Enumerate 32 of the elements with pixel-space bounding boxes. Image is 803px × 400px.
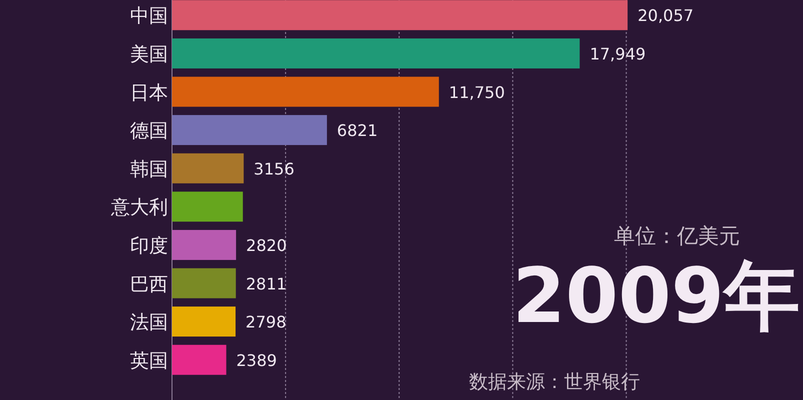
bar: [172, 76, 439, 107]
y-tick-label: 英国: [130, 350, 168, 372]
data-label: 2798: [246, 312, 286, 332]
y-tick-label: 韩国: [130, 158, 168, 180]
y-tick-label: 巴西: [130, 273, 168, 296]
data-label: 3156: [254, 159, 294, 178]
data-label: 2820: [246, 236, 287, 255]
annotation: 数据来源：世界银行: [469, 371, 640, 393]
data-label: 20,057: [638, 6, 694, 26]
y-tick-label: 日本: [130, 82, 168, 104]
y-tick-label: 法国: [130, 312, 168, 334]
bar: [172, 38, 580, 68]
data-label: 2389: [236, 350, 277, 370]
bar: [172, 344, 226, 375]
data-label: 17,949: [590, 44, 646, 64]
y-tick-label: 德国: [130, 120, 168, 142]
annotation: 2009年: [512, 251, 800, 340]
data-label: 2811: [246, 274, 287, 294]
bar: [172, 115, 327, 146]
y-tick-label: 印度: [130, 234, 168, 257]
data-label: 11,750: [448, 82, 505, 102]
bar: [172, 230, 236, 260]
bar: [172, 0, 628, 30]
bar: [172, 268, 236, 298]
bar: [172, 153, 244, 184]
y-tick-label: 中国: [130, 5, 168, 28]
y-tick-label: 美国: [130, 43, 168, 66]
data-label: 6821: [336, 121, 378, 140]
annotation: 单位：亿美元: [614, 224, 740, 248]
y-tick-label: 意大利: [110, 196, 168, 219]
bar: [172, 306, 236, 337]
bar: [172, 192, 243, 222]
